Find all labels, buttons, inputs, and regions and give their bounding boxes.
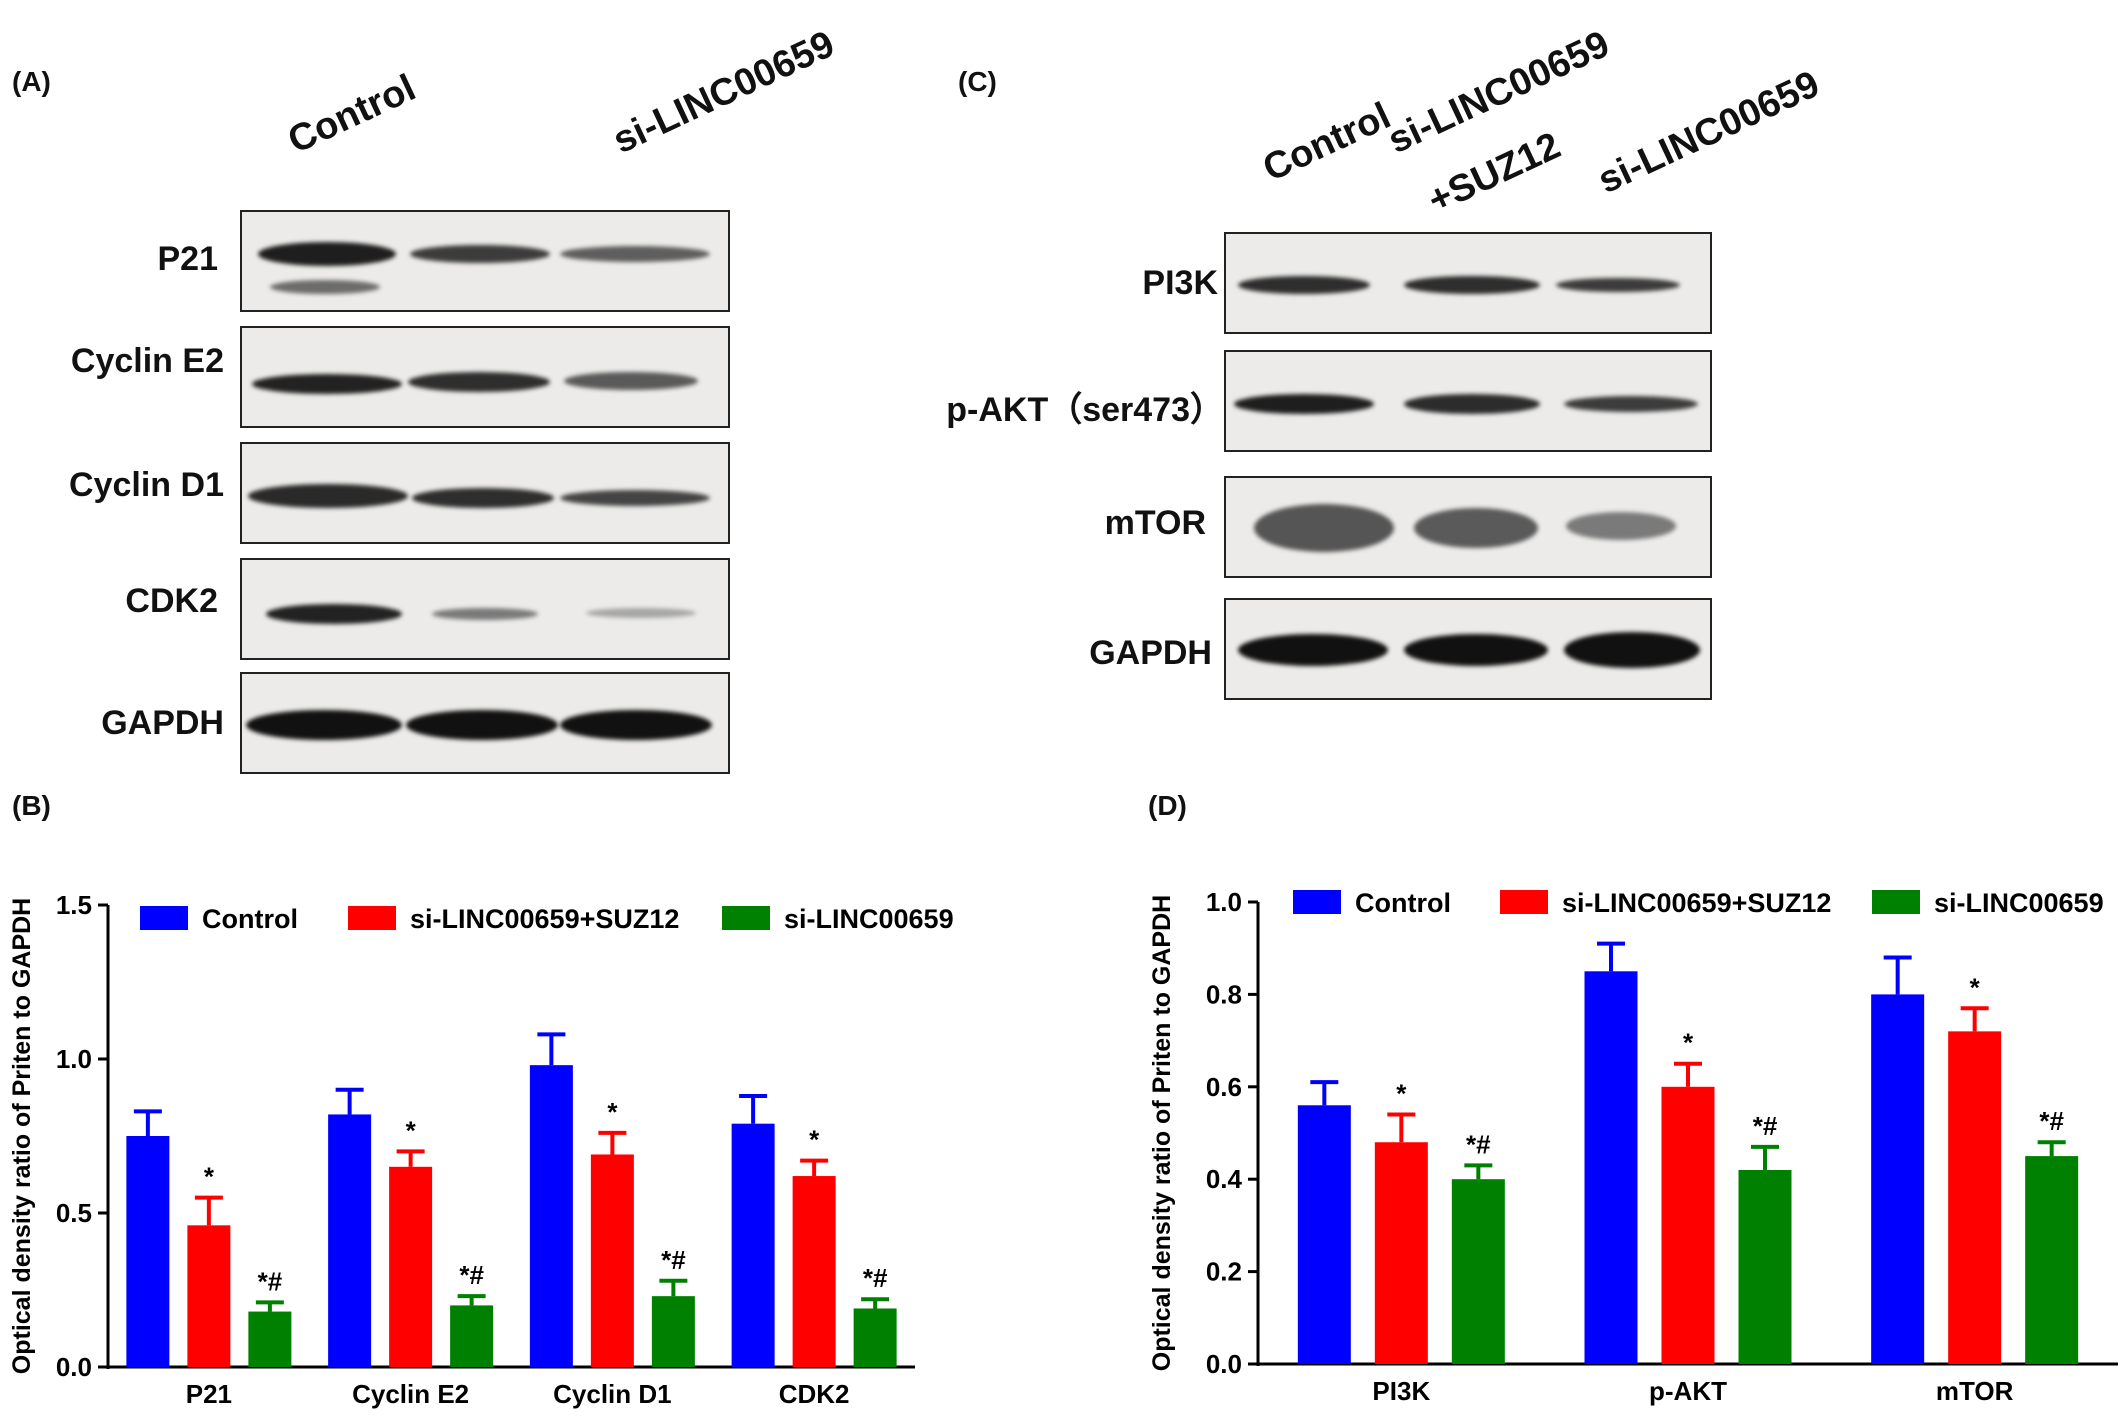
significance-mark: * — [809, 1125, 820, 1155]
x-tick-label: Cyclin E2 — [352, 1379, 469, 1409]
bar — [187, 1225, 231, 1367]
significance-mark: *# — [459, 1260, 484, 1290]
significance-mark: *# — [1753, 1111, 1778, 1141]
legend-label: Control — [1355, 888, 1451, 918]
legend-label: si-LINC00659+SUZ12 — [1562, 888, 1831, 918]
y-tick-label: 1.0 — [1206, 887, 1242, 917]
y-tick-label: 1.0 — [56, 1044, 92, 1074]
panel-label-c: (C) — [958, 66, 997, 97]
legend-swatch — [1872, 890, 1920, 914]
blot-c-strip-mtor — [1224, 476, 1712, 578]
significance-mark: *# — [863, 1263, 888, 1293]
y-tick-label: 0.6 — [1206, 1072, 1242, 1102]
bar — [389, 1166, 433, 1367]
bar — [792, 1176, 836, 1367]
blot-c-strip-gapdh — [1224, 598, 1712, 700]
bar — [126, 1136, 170, 1367]
bar — [1297, 1105, 1351, 1364]
legend-swatch — [1293, 890, 1341, 914]
y-tick-label: 0.4 — [1206, 1164, 1243, 1194]
bar — [590, 1154, 634, 1367]
bar — [1661, 1086, 1715, 1364]
y-axis-title: Optical density ratio of Priten to GAPDH — [1148, 895, 1176, 1371]
legend-swatch — [348, 906, 396, 930]
chart-d: 0.0 0.2 0.4 0.6 0.8 1.0 Optical density ratio … — [1148, 887, 2118, 1406]
bar — [1584, 971, 1638, 1364]
x-tick-label: Cyclin D1 — [553, 1379, 672, 1409]
blot-c-row-p-akt: p-AKT（ser473） — [946, 391, 1224, 429]
legend-swatch — [1500, 890, 1548, 914]
blot-a-strip-p21 — [240, 210, 730, 312]
blot-c-row-gapdh: GAPDH — [1089, 634, 1212, 672]
significance-mark: *# — [258, 1266, 283, 1296]
bar — [1374, 1142, 1428, 1364]
panel-label-b: (B) — [12, 790, 51, 821]
blot-c-strip-pi3k — [1224, 232, 1712, 334]
bar — [450, 1305, 494, 1367]
blot-a-row-gapdh: GAPDH — [101, 704, 224, 742]
significance-mark: * — [1970, 972, 1981, 1002]
y-tick-label: 1.5 — [56, 890, 92, 920]
y-tick-label: 0.2 — [1206, 1257, 1242, 1287]
bar — [328, 1114, 372, 1367]
significance-mark: * — [1683, 1028, 1694, 1058]
blot-a-strip-gapdh — [240, 672, 730, 774]
significance-mark: *# — [2039, 1106, 2064, 1136]
bar — [651, 1296, 695, 1367]
legend-label: si-LINC00659+SUZ12 — [410, 904, 679, 934]
significance-mark: * — [1396, 1079, 1407, 1109]
significance-mark: * — [607, 1097, 618, 1127]
blot-a-row-cyclin-e2: Cyclin E2 — [70, 342, 224, 380]
y-tick-label: 0.5 — [56, 1198, 92, 1228]
blot-a-row-p21: P21 — [157, 240, 219, 278]
panel-label-a: (A) — [12, 66, 51, 97]
bar — [2025, 1156, 2079, 1364]
blot-c-row-mtor: mTOR — [1104, 504, 1206, 542]
y-tick-label: 0.0 — [56, 1352, 92, 1382]
bar — [1948, 1031, 2002, 1364]
blot-a-row-cdk2: CDK2 — [125, 582, 218, 620]
bar — [529, 1065, 573, 1367]
blot-a-row-cyclin-d1: Cyclin D1 — [69, 466, 224, 504]
bar — [1738, 1169, 1792, 1364]
y-tick-label: 0.0 — [1206, 1349, 1242, 1379]
legend-label: Control — [202, 904, 298, 934]
bar — [853, 1308, 897, 1367]
y-axis-title: Optical density ratio of Priten to GAPDH — [8, 898, 36, 1374]
legend-swatch — [140, 906, 188, 930]
x-tick-label: p-AKT — [1649, 1376, 1727, 1406]
bar — [1871, 994, 1925, 1364]
chart-b: 0.0 0.5 1.0 1.5 Optical density ratio of Pri… — [8, 890, 954, 1409]
legend-label: si-LINC00659 — [784, 904, 954, 934]
significance-mark: *# — [661, 1245, 686, 1275]
x-tick-label: P21 — [186, 1379, 232, 1409]
blot-a-strip-cyclin-e2 — [240, 326, 730, 428]
panel-label-d: (D) — [1148, 790, 1187, 821]
blot-c-strip-p-akt — [1224, 350, 1712, 452]
significance-mark: * — [406, 1115, 417, 1145]
bar — [731, 1123, 775, 1367]
blot-c-row-pi3k: PI3K — [1142, 264, 1218, 302]
significance-mark: * — [204, 1162, 215, 1192]
bar — [1451, 1179, 1505, 1364]
bar — [248, 1311, 292, 1367]
x-tick-label: PI3K — [1372, 1376, 1430, 1406]
x-tick-label: mTOR — [1936, 1376, 2014, 1406]
blot-a-strip-cdk2 — [240, 558, 730, 660]
blot-a-strip-cyclin-d1 — [240, 442, 730, 544]
legend-label: si-LINC00659 — [1934, 888, 2104, 918]
y-tick-label: 0.8 — [1206, 979, 1242, 1009]
significance-mark: *# — [1466, 1129, 1491, 1159]
legend-swatch — [722, 906, 770, 930]
x-tick-label: CDK2 — [779, 1379, 850, 1409]
